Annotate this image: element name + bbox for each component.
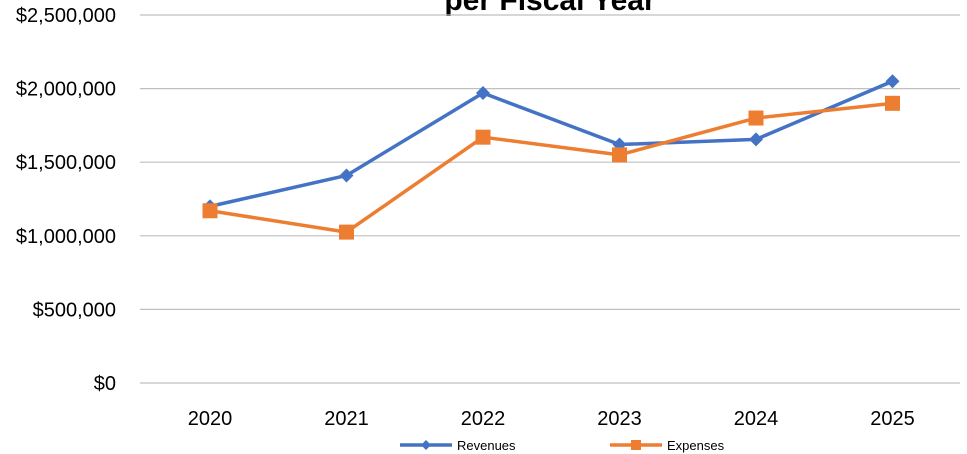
data-point (476, 86, 490, 101)
gridlines (140, 14, 960, 384)
data-point (202, 203, 218, 219)
legend-swatch-marker (421, 440, 431, 450)
y-tick-label: $0 (94, 373, 116, 395)
x-axis-ticks: 2020 2021 2022 2023 2024 2025 (188, 408, 915, 430)
series-revenues (203, 74, 900, 214)
x-tick-label: 2022 (461, 408, 506, 430)
data-point (885, 95, 900, 111)
legend: Revenues Expenses (400, 438, 725, 453)
y-axis-ticks: $0 $500,000 $1,000,000 $1,500,000 $2,000,000… (16, 5, 116, 395)
series-line (209, 101, 893, 234)
series-expenses (202, 95, 900, 240)
data-point (885, 74, 900, 89)
chart-title: per Fiscal Year (444, 0, 656, 17)
y-tick-label: $1,000,000 (16, 226, 116, 248)
data-point (339, 224, 354, 240)
x-tick-label: 2023 (597, 408, 642, 430)
series-group (202, 74, 900, 240)
x-tick-label: 2025 (870, 408, 915, 430)
x-tick-label: 2021 (324, 408, 369, 430)
legend-item-expenses: Expenses (610, 438, 725, 453)
y-tick-label: $500,000 (33, 299, 116, 321)
data-point (339, 168, 354, 183)
data-point (612, 147, 627, 163)
y-tick-label: $2,000,000 (16, 79, 116, 101)
series-line (209, 79, 894, 209)
x-tick-label: 2024 (734, 408, 779, 430)
data-point (749, 132, 763, 147)
legend-label: Revenues (457, 438, 516, 453)
data-point (748, 110, 764, 126)
y-tick-label: $1,500,000 (16, 152, 116, 174)
y-tick-label: $2,500,000 (16, 5, 116, 27)
legend-label: Expenses (667, 438, 725, 453)
x-tick-label: 2020 (188, 408, 233, 430)
data-point (475, 129, 491, 145)
legend-item-revenues: Revenues (400, 438, 516, 453)
legend-swatch-marker (631, 440, 641, 450)
